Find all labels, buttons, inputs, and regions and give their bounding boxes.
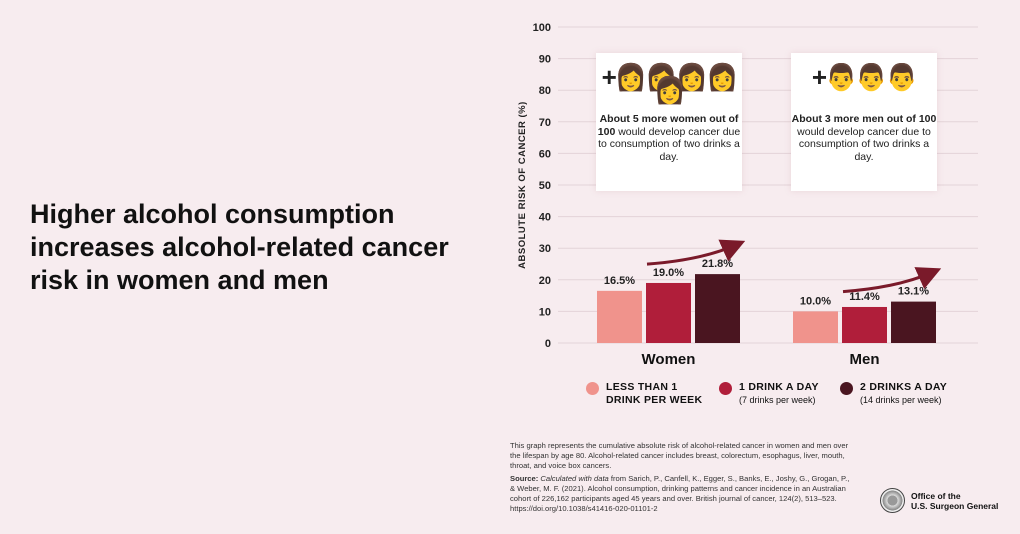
- y-tick-label: 70: [539, 117, 551, 129]
- source-italic: Calculated with data: [538, 474, 609, 483]
- trend-arrow: [646, 239, 746, 266]
- seal-icon: [880, 488, 905, 513]
- legend-sub: (14 drinks per week): [860, 395, 942, 405]
- data-label: 21.8%: [702, 258, 733, 270]
- plus-three-men-icon: +👨👨👨: [811, 62, 918, 92]
- y-tick-label: 60: [539, 148, 551, 160]
- annotation-women: +👩👩👩👩👩 About 5 more women out of 100 wou…: [596, 53, 742, 191]
- y-axis-label: ABSOLUTE RISK OF CANCER (%): [517, 101, 528, 269]
- y-tick-label: 10: [539, 306, 551, 318]
- data-label: 13.1%: [898, 286, 929, 298]
- annotation-text: would develop cancer due to consumption …: [797, 125, 931, 163]
- y-tick-label: 100: [533, 22, 551, 34]
- y-tick-label: 50: [539, 180, 551, 192]
- y-tick-label: 30: [539, 243, 551, 255]
- y-tick-label: 90: [539, 54, 551, 66]
- bar: [646, 282, 691, 343]
- annotation-men: +👨👨👨 About 3 more men out of 100 would d…: [791, 53, 937, 191]
- legend-item-1: 1 DRINK A DAY (7 drinks per week): [719, 381, 829, 407]
- footnotes: This graph represents the cumulative abs…: [510, 441, 850, 514]
- y-tick-label: 20: [539, 275, 551, 287]
- data-label: 10.0%: [800, 295, 831, 307]
- bar: [842, 306, 887, 343]
- source-label: Source:: [510, 474, 539, 483]
- legend-swatch: [586, 382, 599, 395]
- logo-line1: Office of the: [911, 490, 961, 501]
- logo-line2: U.S. Surgeon General: [911, 500, 999, 511]
- legend-swatch: [719, 382, 732, 395]
- data-label: 16.5%: [604, 275, 635, 287]
- annotation-text: would develop cancer due to consumption …: [598, 125, 741, 163]
- annotation-bold: About 5 more women out of 100: [597, 113, 739, 138]
- data-label: 19.0%: [653, 267, 684, 279]
- legend-item-2: 2 DRINKS A DAY (14 drinks per week): [840, 381, 970, 407]
- trend-arrow: [842, 267, 942, 294]
- data-label: 11.4%: [849, 291, 880, 303]
- bar: [695, 274, 740, 343]
- y-tick-label: 80: [539, 85, 551, 97]
- bar: [793, 311, 838, 343]
- bar: [597, 290, 642, 343]
- legend-label: 1 DRINK A DAY: [739, 381, 819, 393]
- plus-five-women-icon: +👩👩👩👩👩: [601, 62, 739, 105]
- source-text: from Sarich, P., Canfell, K., Egger, S.,…: [510, 474, 850, 513]
- category-label: Women: [642, 351, 696, 368]
- surgeon-general-logo: Office of the U.S. Surgeon General: [880, 488, 998, 513]
- bar: [891, 301, 936, 343]
- category-label: Men: [850, 351, 880, 368]
- annotation-bold: About 3 more men out of 100: [791, 113, 937, 125]
- headline: Higher alcohol consumption increases alc…: [30, 199, 449, 295]
- description: This graph represents the cumulative abs…: [510, 441, 849, 470]
- legend-swatch: [840, 382, 853, 395]
- legend-label: 2 DRINKS A DAY: [860, 381, 948, 393]
- y-tick-label: 0: [545, 338, 551, 350]
- y-tick-label: 40: [539, 212, 551, 224]
- legend-label: LESS THAN 1 DRINK PER WEEK: [606, 381, 703, 406]
- legend-sub: (7 drinks per week): [739, 395, 816, 405]
- legend-item-0: LESS THAN 1 DRINK PER WEEK: [586, 381, 711, 407]
